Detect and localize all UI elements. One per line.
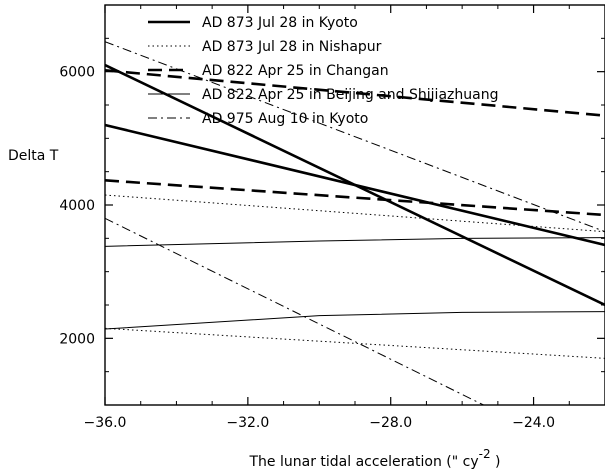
x-axis-label-exponent: -2: [479, 447, 491, 461]
x-tick-label: −36.0: [84, 415, 127, 431]
y-tick-label: 4000: [59, 198, 95, 214]
series-layer: [105, 41, 605, 405]
series-2-line-2: [105, 327, 605, 359]
y-axis-label: Delta T: [8, 148, 59, 164]
legend-label-5: AD 975 Aug 10 in Kyoto: [202, 111, 368, 127]
x-axis-label: The lunar tidal acceleration (" cy-2 ): [248, 447, 500, 470]
x-axis-label-suffix: ): [491, 454, 501, 470]
legend-label-1: AD 873 Jul 28 in Kyoto: [202, 15, 358, 31]
legend-label-4: AD 822 Apr 25 in Beijing and Shijiazhuan…: [202, 87, 498, 103]
y-tick-label: 2000: [59, 331, 95, 347]
series-4-line-2: [105, 311, 605, 330]
y-tick-label: 6000: [59, 65, 95, 81]
x-tick-label: −24.0: [512, 415, 555, 431]
series-1-line-2: [105, 123, 605, 247]
legend: AD 873 Jul 28 in Kyoto AD 873 Jul 28 in N…: [148, 15, 498, 127]
x-tick-label: −28.0: [369, 415, 412, 431]
series-5-line-1: [105, 41, 605, 233]
x-axis-label-main: The lunar tidal acceleration (" cy: [248, 454, 478, 470]
legend-label-3: AD 822 Apr 25 in Changan: [202, 63, 389, 79]
series-4-line-1: [105, 237, 605, 247]
x-tick-label: −32.0: [226, 415, 269, 431]
ticks-layer: −36.0 −32.0 −28.0 −24.0 2000 4000 6000: [59, 5, 605, 431]
legend-label-2: AD 873 Jul 28 in Nishapur: [202, 39, 382, 55]
series-5-line-2: [105, 217, 484, 405]
